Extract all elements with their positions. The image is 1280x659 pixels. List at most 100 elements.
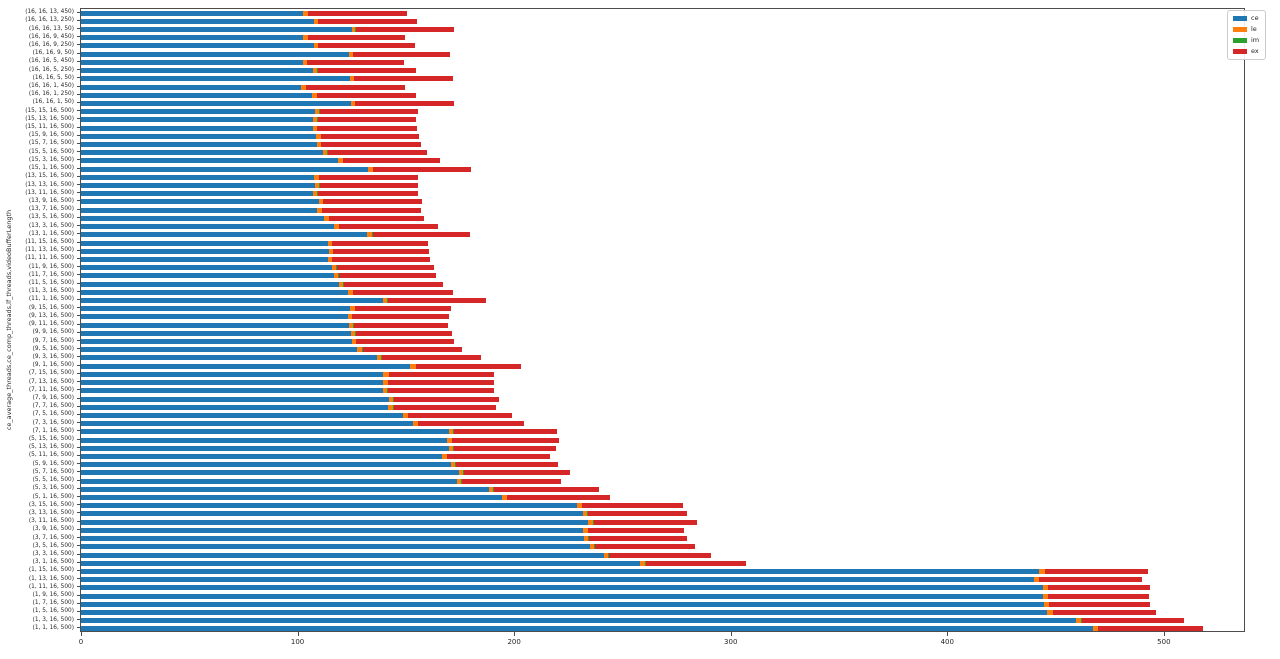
bar-segment-le <box>350 330 356 336</box>
bar-segment-ex <box>307 59 405 65</box>
y-tick-mark <box>77 619 80 621</box>
bar-segment-le <box>314 174 319 180</box>
bar-segment-ce <box>81 437 448 443</box>
y-tick-mark <box>77 405 80 407</box>
bar-segment-le <box>447 437 452 443</box>
y-tick-mark <box>77 537 80 539</box>
bar-row <box>81 289 1246 295</box>
bar-segment-ex <box>362 347 462 353</box>
bar-segment-ex <box>318 18 418 24</box>
plot-area <box>80 8 1245 632</box>
y-tick-label: (3, 3, 16, 500) <box>32 551 74 557</box>
legend-label: le <box>1251 25 1257 33</box>
bar-segment-le <box>349 306 355 312</box>
bar-segment-le <box>501 495 507 501</box>
bar-segment-ex <box>339 224 438 230</box>
bar-row <box>81 404 1246 410</box>
y-tick-mark <box>77 446 80 448</box>
bar-segment-ce <box>81 478 457 484</box>
bar-segment-ex <box>418 421 524 427</box>
bar-row <box>81 609 1246 615</box>
bar-segment-ce <box>81 585 1044 591</box>
x-tick-label: 400 <box>940 638 954 646</box>
y-tick-mark <box>77 44 80 46</box>
bar-segment-le <box>456 478 462 484</box>
y-tick-mark <box>77 118 80 120</box>
y-tick-mark <box>77 233 80 235</box>
y-tick-mark <box>77 487 80 489</box>
bar-segment-le <box>339 281 344 287</box>
y-tick-label: (9, 7, 16, 500) <box>32 337 74 344</box>
bar-segment-le <box>323 215 329 221</box>
y-tick-label: (1, 3, 16, 500) <box>32 616 74 623</box>
y-tick-label: (9, 5, 16, 500) <box>32 345 74 352</box>
bar-segment-ex <box>393 404 496 410</box>
bar-segment-le <box>301 84 306 90</box>
bar-segment-ex <box>373 166 472 172</box>
bar-segment-ex <box>321 141 421 147</box>
bar-segment-ce <box>81 486 489 492</box>
y-tick-mark <box>77 60 80 62</box>
bar-row <box>81 396 1246 402</box>
y-tick-mark <box>77 249 80 251</box>
bar-segment-ex <box>317 117 417 123</box>
bar-segment-ce <box>81 10 303 16</box>
bar-segment-ex <box>355 100 454 106</box>
bar-segment-le <box>317 207 323 213</box>
bar-segment-le <box>1043 593 1048 599</box>
bar-segment-ce <box>81 35 303 41</box>
y-tick-label: (11, 13, 16, 500) <box>25 247 74 254</box>
bar-row <box>81 577 1246 583</box>
bar-segment-ex <box>319 183 419 189</box>
y-tick-label: (11, 1, 16, 500) <box>28 296 74 303</box>
y-tick-mark <box>77 208 80 210</box>
bar-segment-ce <box>81 92 312 98</box>
y-tick-label: (13, 5, 16, 500) <box>28 214 74 221</box>
y-tick-label: (16, 16, 1, 450) <box>28 83 74 89</box>
y-tick-mark <box>77 101 80 103</box>
bar-row <box>81 18 1246 24</box>
bar-segment-ex <box>408 412 513 418</box>
bar-segment-ce <box>81 125 313 131</box>
y-tick-mark <box>77 28 80 30</box>
bar-segment-ce <box>81 76 350 82</box>
bar-segment-ex <box>608 552 711 558</box>
bar-row <box>81 552 1246 558</box>
bar-segment-le <box>449 429 454 435</box>
bar-segment-ex <box>355 330 452 336</box>
bar-segment-le <box>348 51 353 57</box>
bar-segment-ex <box>588 527 685 533</box>
bar-segment-ce <box>81 27 352 33</box>
y-tick-label: (15, 1, 16, 500) <box>28 165 74 172</box>
bar-segment-ex <box>336 265 434 271</box>
y-tick-mark <box>77 413 80 415</box>
y-tick-mark <box>77 610 80 612</box>
y-tick-mark <box>77 126 80 128</box>
bar-segment-le <box>351 339 357 345</box>
bar-row <box>81 322 1246 328</box>
bar-segment-ex <box>318 43 416 49</box>
y-tick-mark <box>77 307 80 309</box>
y-tick-mark <box>77 454 80 456</box>
bar-row <box>81 10 1246 16</box>
bar-segment-le <box>448 445 454 451</box>
bar-segment-ce <box>81 281 340 287</box>
y-tick-mark <box>77 184 80 186</box>
bar-segment-le <box>332 265 337 271</box>
bar-segment-le <box>1092 626 1099 632</box>
bar-segment-ex <box>587 511 688 517</box>
bar-segment-le <box>315 133 321 139</box>
bar-segment-ce <box>81 297 383 303</box>
bar-row <box>81 68 1246 74</box>
y-tick-label: (15, 7, 16, 500) <box>28 140 74 147</box>
y-tick-label: (16, 16, 9, 450) <box>28 33 74 40</box>
bar-row <box>81 503 1246 509</box>
bar-segment-ex <box>381 355 481 361</box>
legend-item-im: im <box>1233 37 1259 44</box>
bar-segment-ex <box>1098 626 1204 632</box>
bar-segment-le <box>350 100 355 106</box>
bar-segment-le <box>583 527 588 533</box>
bar-segment-ce <box>81 577 1034 583</box>
bar-segment-le <box>328 256 332 262</box>
bar-segment-ce <box>81 552 604 558</box>
